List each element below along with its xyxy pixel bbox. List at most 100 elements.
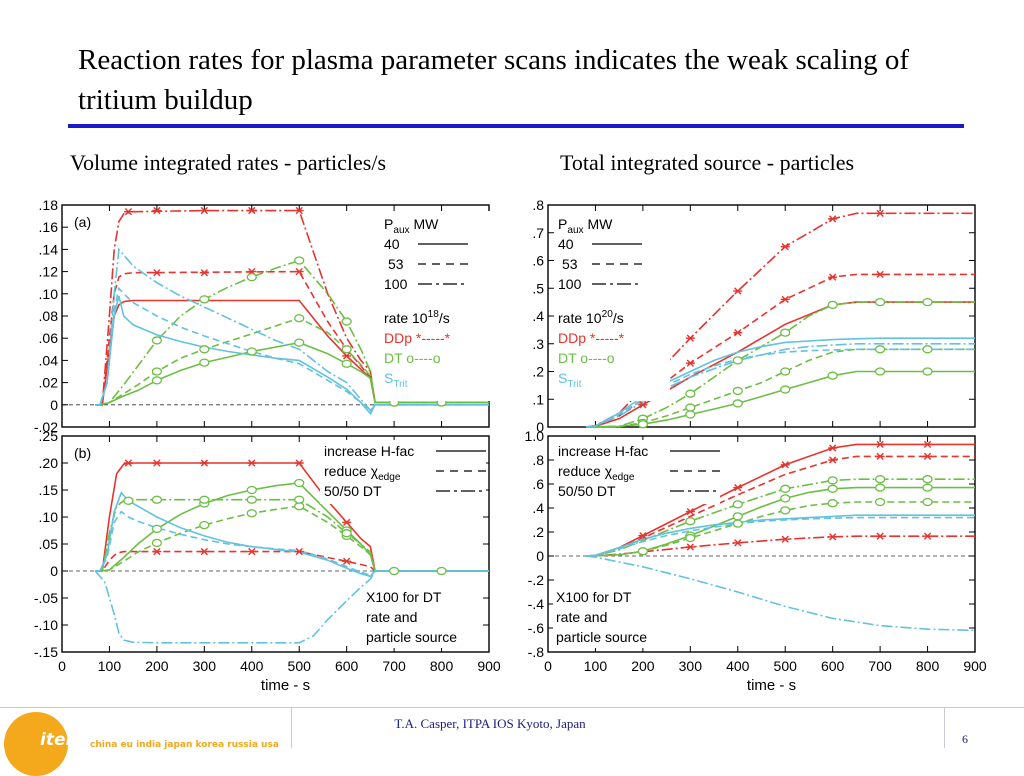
legend-item-label: increase H-fac — [558, 443, 648, 459]
data-point-star — [733, 539, 743, 547]
data-point-circle — [827, 371, 838, 380]
y-tick-label: 1.0 — [525, 428, 545, 444]
data-point-star — [152, 459, 162, 467]
x-axis-label: time - s — [261, 677, 310, 694]
legend-strit-part: S — [384, 370, 393, 386]
data-point-circle — [685, 533, 696, 543]
legend-rate-unit-part: /s — [439, 310, 450, 326]
legend-header: Paux MW — [384, 216, 439, 236]
data-point-circle — [827, 476, 838, 485]
legend-rate-unit-part: rate 10 — [558, 310, 602, 326]
data-point-star — [828, 215, 838, 223]
legend-strit-part: Trit — [567, 379, 581, 390]
legend-item-label: 40 — [384, 236, 400, 252]
x-tick-label: 700 — [868, 658, 892, 674]
data-point-star — [780, 535, 790, 543]
annotation-background — [363, 586, 479, 648]
annotation-line: particle source — [366, 629, 457, 645]
data-point-star — [638, 531, 648, 540]
data-point-circle — [151, 367, 163, 376]
data-point-circle — [341, 359, 352, 368]
y-tick-label: .15 — [39, 482, 59, 498]
legend-item-label-part: reduce — [558, 463, 605, 479]
data-point-circle — [151, 376, 163, 385]
data-point-star — [875, 270, 885, 279]
data-point-star — [733, 287, 743, 295]
y-tick-label: .6 — [532, 253, 544, 269]
plot-frame — [547, 435, 976, 653]
slide-title: Reaction rates for plasma parameter scan… — [78, 44, 909, 116]
data-point-star — [685, 507, 695, 516]
data-point-star — [638, 401, 648, 409]
y-tick-label: .05 — [39, 536, 59, 552]
data-point-circle — [436, 566, 447, 576]
data-point-circle — [780, 385, 791, 394]
data-point-circle — [922, 483, 933, 492]
data-point-circle — [199, 495, 210, 504]
data-point-star — [923, 452, 933, 461]
x-tick-label: 700 — [382, 658, 406, 674]
legend-item-label: 50/50 DT — [324, 483, 382, 499]
series-line-dt-solid — [95, 341, 489, 406]
data-point-circle — [294, 256, 305, 265]
data-point-star — [828, 533, 838, 541]
data-point-circle — [922, 497, 933, 507]
data-point-star — [294, 547, 304, 556]
legend-header-part: P — [384, 216, 393, 232]
data-point-star — [875, 452, 885, 461]
data-point-star — [875, 532, 885, 540]
legend-item-label: increase H-fac — [324, 443, 414, 459]
data-point-circle — [732, 386, 743, 396]
data-point-circle — [246, 509, 257, 518]
y-tick-label: .18 — [39, 197, 59, 213]
plot-area: -.020.02.04.06.08.10.12.14.16.18(a) Paux … — [34, 197, 987, 694]
y-tick-label: .8 — [532, 452, 544, 468]
data-point-star — [685, 334, 695, 342]
data-point-star — [152, 547, 162, 556]
legend-strit-part: Trit — [393, 379, 407, 390]
y-tick-label: .06 — [39, 330, 59, 346]
data-point-circle — [827, 300, 838, 310]
data-point-circle — [151, 495, 163, 504]
y-tick-label: .2 — [532, 524, 544, 540]
data-point-star — [294, 459, 304, 467]
y-tick-label: .04 — [39, 352, 59, 368]
data-point-star — [923, 532, 933, 540]
legend-item-label: reduce χedge — [324, 463, 401, 483]
data-point-circle — [199, 358, 210, 367]
legend-rate-unit-part: 20 — [602, 309, 614, 320]
legend-item-label: 50/50 DT — [558, 483, 616, 499]
data-point-star — [780, 461, 790, 469]
data-point-circle — [637, 420, 649, 429]
legend-rate-unit: rate 1018/s — [384, 309, 450, 326]
member-countries: china eu india japan korea russia usa — [90, 740, 279, 750]
data-point-star — [342, 518, 352, 527]
y-tick-label: -.02 — [34, 419, 58, 435]
data-point-circle — [874, 483, 886, 492]
series-line-trit-solid — [95, 491, 489, 578]
annotation-line: rate and — [556, 609, 607, 625]
data-point-circle — [246, 272, 257, 282]
data-point-circle — [732, 500, 743, 509]
data-point-circle — [151, 336, 163, 345]
data-point-star — [152, 269, 162, 277]
legend-header: Paux MW — [558, 216, 613, 236]
y-tick-label: 0 — [50, 397, 58, 413]
legend-background — [380, 211, 496, 401]
data-point-circle — [685, 517, 696, 526]
legend-item-label: 100 — [384, 276, 408, 292]
legend-item-label-part: reduce — [324, 463, 371, 479]
data-point-star — [294, 267, 304, 276]
data-point-star — [294, 206, 304, 215]
annotation-line: X100 for DT — [556, 589, 632, 605]
x-tick-label: 900 — [477, 658, 501, 674]
data-point-circle — [922, 297, 933, 307]
data-point-circle — [874, 297, 886, 307]
y-tick-label: .02 — [39, 375, 59, 391]
data-point-circle — [780, 506, 791, 515]
y-tick-label: 0 — [536, 419, 544, 435]
data-point-star — [828, 444, 838, 452]
y-tick-label: .25 — [39, 428, 59, 444]
y-tick-label: .5 — [532, 280, 544, 296]
